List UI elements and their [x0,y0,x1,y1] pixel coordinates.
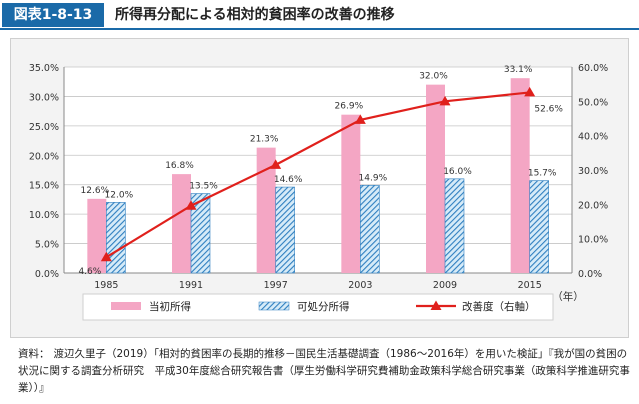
bar-initial-income [87,198,107,273]
improvement-line-path [105,91,530,259]
improvement-line [100,86,536,262]
legend-marker-improvement [430,300,442,310]
right-tick-label: 50.0% [578,97,608,108]
left-tick-label: 10.0% [29,210,59,221]
bar-initial-income [172,174,191,273]
legend-swatch-initial-income [111,302,141,310]
data-label-improvement: 4.6% [78,267,101,277]
right-tick-label: 0.0% [578,269,602,280]
gridlines [64,66,572,273]
source-label: 資料： [18,348,50,360]
bar-disposable-income [106,202,126,274]
left-tick-label: 0.0% [35,269,59,280]
poverty-rate-chart: 0.0% 5.0% 10.0% 15.0% 20.0% 25.0% 30.0% 35.0% 0.… [29,63,608,321]
right-tick-label: 30.0% [578,166,608,177]
source-text: 渡辺久里子（2019）「相対的貧困率の長期的推移－国民生活基礎調査（1986～2… [18,348,630,394]
data-label-initial-income: 21.3% [250,135,279,145]
data-label-initial-income: 26.9% [335,102,364,112]
improvement-marker [100,251,112,262]
legend-label-improvement: 改善度（右軸） [462,300,536,313]
source-note: 資料： 渡辺久里子（2019）「相対的貧困率の長期的推移－国民生活基礎調査（198… [18,346,630,397]
legend-box [82,293,554,321]
bar-disposable-income [529,180,549,274]
left-tick-label: 25.0% [29,122,59,133]
data-label-disposable-income: 15.7% [528,169,557,179]
left-tick-label: 5.0% [35,240,59,251]
legend: 当初所得 可処分所得 改善度（右軸） [82,293,554,321]
right-tick-label: 10.0% [578,235,608,246]
data-label-disposable-income: 16.0% [443,167,472,177]
bar-disposable-income [275,186,295,274]
bar-disposable-income [190,193,211,274]
data-label-disposable-income: 13.5% [189,182,218,192]
bar-initial-income [510,78,530,273]
x-tick-label: 1985 [94,280,118,291]
legend-label-disposable-income: 可処分所得 [297,300,350,313]
bar-disposable-income [444,178,465,274]
improvement-marker [270,159,282,169]
left-tick-label: 35.0% [29,63,59,74]
chart-panel: 0.0% 5.0% 10.0% 15.0% 20.0% 25.0% 30.0% 35.0% 0.… [10,38,629,338]
bar-disposable-income [360,185,380,274]
figure-label: 図表1-8-13 [2,3,104,27]
left-tick-label: 15.0% [29,181,59,192]
x-unit-label: （年） [552,290,584,303]
left-tick-label: 20.0% [29,151,59,162]
data-label-disposable-income: 12.0% [105,190,134,200]
improvement-marker [524,86,536,97]
figure-header: 図表1-8-13 所得再分配による相対的貧困率の改善の推移 [0,0,639,30]
axes: 0.0% 5.0% 10.0% 15.0% 20.0% 25.0% 30.0% 35.0% 0.… [29,63,608,303]
data-label-initial-income: 16.8% [165,161,194,171]
figure-title: 所得再分配による相対的貧困率の改善の推移 [115,7,395,23]
x-tick-label: 1991 [179,280,203,291]
data-label-disposable-income: 14.6% [274,175,303,185]
left-tick-label: 30.0% [29,92,59,103]
bar-initial-income [426,84,445,274]
data-labels: 12.6%12.0% 16.8% 13.5% 21.3% 14.6% 26.9% 14.9%… [78,65,563,277]
x-tick-label: 1997 [264,280,288,291]
data-label-initial-income: 32.0% [419,72,448,82]
data-label-initial-income: 33.1% [504,65,533,75]
bars [87,78,549,274]
bar-initial-income [341,114,361,273]
legend-swatch-disposable-income [258,301,290,311]
data-label-improvement: 52.6% [534,104,563,114]
data-label-disposable-income: 14.9% [359,173,388,183]
improvement-marker [354,114,366,124]
x-tick-label: 2015 [518,280,542,291]
x-tick-label: 2009 [433,280,457,291]
data-label-initial-income: 12.6% [81,186,110,196]
right-tick-label: 40.0% [578,132,608,143]
right-tick-label: 60.0% [578,63,608,74]
plot-area [64,67,572,273]
right-tick-label: 20.0% [578,200,608,211]
improvement-marker [439,95,451,106]
bar-initial-income [256,147,276,273]
improvement-marker [185,200,197,210]
legend-label-initial-income: 当初所得 [149,300,191,313]
x-tick-label: 2003 [348,280,372,291]
